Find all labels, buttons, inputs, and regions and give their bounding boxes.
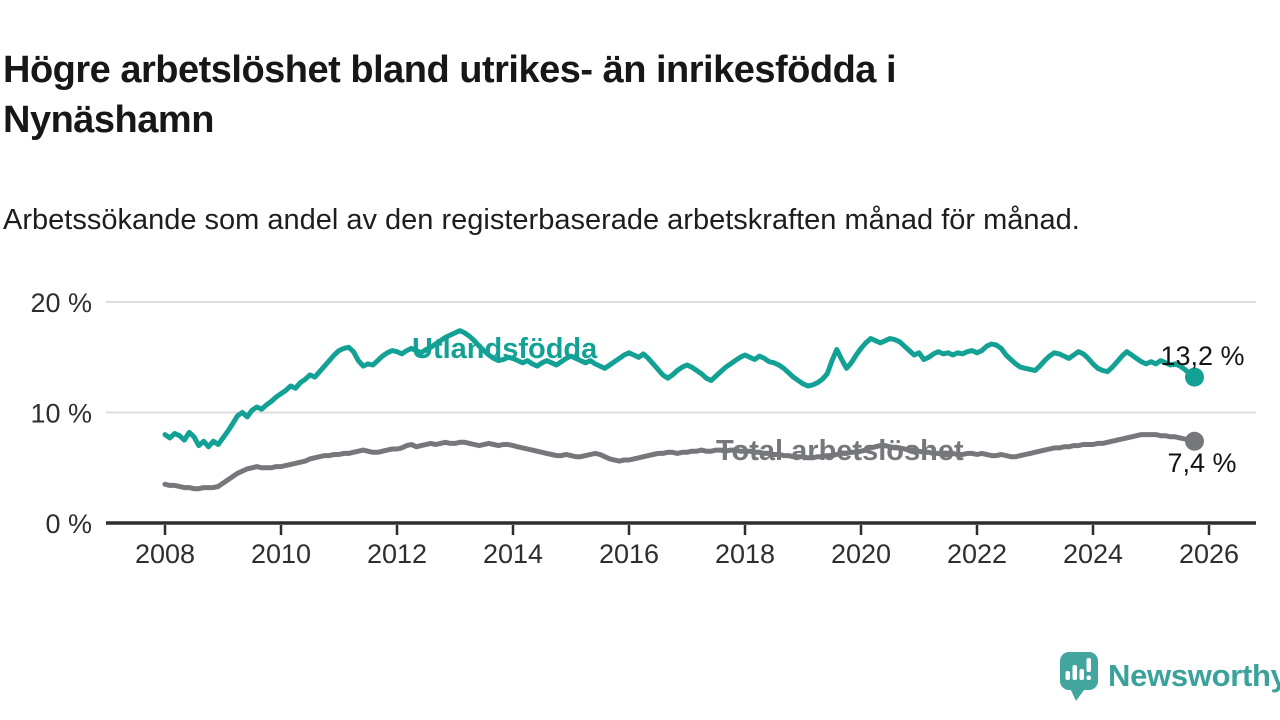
- speech-bubble-icon: [1060, 652, 1098, 690]
- x-axis-label: 2022: [947, 539, 1007, 569]
- x-axis-label: 2010: [251, 539, 311, 569]
- x-axis-label: 2024: [1063, 539, 1123, 569]
- series-end-dot: [1185, 367, 1204, 387]
- exclamation-icon: [1086, 658, 1091, 672]
- newsworthy-logo-icon: [1060, 652, 1098, 701]
- x-axis-label: 2026: [1179, 539, 1239, 569]
- bar-chart-icon: [1072, 665, 1077, 680]
- y-axis-label: 0 %: [45, 509, 92, 539]
- series-end-value: 13,2 %: [1161, 341, 1245, 371]
- y-axis-label: 10 %: [30, 399, 92, 429]
- newsworthy-logo: Newsworthy: [1060, 652, 1280, 701]
- series-line-total: [162, 432, 1197, 492]
- exclamation-dot-icon: [1086, 675, 1091, 680]
- series-label: Utlandsfödda: [412, 333, 598, 365]
- series-end-value: 7,4 %: [1168, 448, 1237, 478]
- x-axis-label: 2008: [135, 539, 195, 569]
- x-axis-label: 2012: [367, 539, 427, 569]
- series-label: Total arbetslöshet: [716, 435, 964, 467]
- x-axis-label: 2018: [715, 539, 775, 569]
- series-line-utlandsfodda: [162, 328, 1197, 450]
- newsworthy-logo-text: Newsworthy: [1108, 658, 1280, 693]
- speech-bubble-tail: [1069, 686, 1087, 701]
- x-axis-label: 2020: [831, 539, 891, 569]
- x-axis-label: 2014: [483, 539, 543, 569]
- bar-chart-icon: [1079, 669, 1084, 680]
- chart: 0 % 10 % 20 % 2008 2010 2012 2014 2016 2018 2020 2…: [30, 288, 1256, 569]
- bar-chart-icon: [1065, 671, 1070, 680]
- chart-title: Högre arbetslöshet bland utrikes- än inr…: [3, 49, 897, 142]
- series-end-dot: [1185, 431, 1204, 451]
- chart-subtitle: Arbetssökande som andel av den registerb…: [3, 204, 1080, 236]
- y-axis-label: 20 %: [30, 288, 92, 318]
- x-axis-label: 2016: [599, 539, 659, 569]
